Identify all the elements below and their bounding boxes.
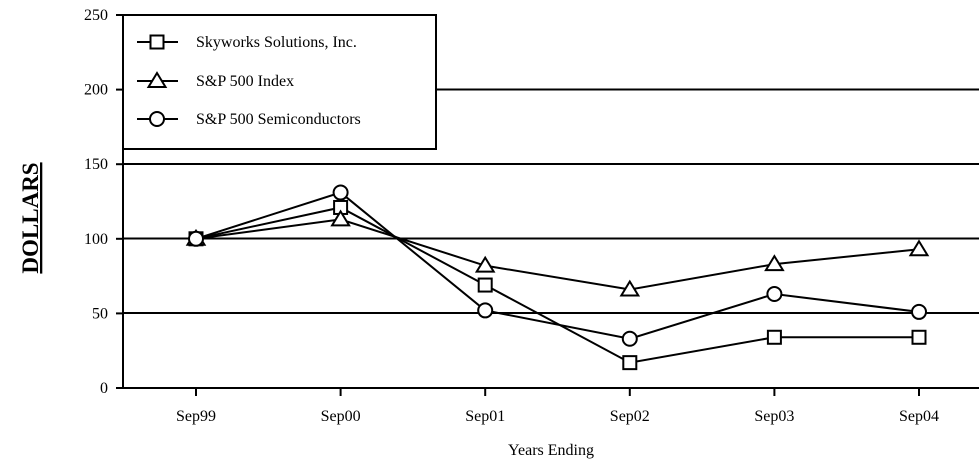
series-line-square — [195, 206, 919, 364]
x-tick-label: Sep01 — [465, 408, 505, 425]
data-point-circle — [477, 302, 494, 319]
x-tick-label: Sep04 — [899, 408, 939, 425]
y-tick-label: 250 — [84, 7, 108, 24]
data-point-circle — [332, 184, 349, 201]
legend-label: S&P 500 Index — [196, 73, 294, 90]
legend-label: S&P 500 Semiconductors — [196, 111, 361, 128]
data-point-square — [477, 277, 493, 293]
data-point-triangle — [474, 255, 496, 273]
data-point-circle — [766, 286, 783, 303]
x-tick-label: Sep02 — [610, 408, 650, 425]
legend-label: Skyworks Solutions, Inc. — [196, 34, 357, 51]
y-tick-label: 100 — [84, 231, 108, 248]
data-point-triangle — [330, 209, 351, 227]
y-tick-label: 50 — [92, 305, 108, 322]
data-point-circle — [911, 303, 927, 320]
data-point-square — [911, 329, 927, 345]
y-tick-label: 150 — [84, 156, 108, 173]
y-axis-label: DOLLARS — [18, 162, 43, 273]
data-point-triangle — [619, 279, 641, 297]
x-tick-label: Sep00 — [321, 408, 361, 425]
y-tick-label: 0 — [100, 380, 108, 397]
series-line-triangle — [195, 218, 920, 291]
legend-circle-icon — [149, 111, 165, 127]
legend-triangle-icon — [146, 71, 168, 88]
data-point-circle — [621, 330, 638, 347]
y-tick-label: 200 — [84, 82, 108, 99]
data-point-circle — [188, 230, 204, 247]
data-point-square — [622, 355, 638, 371]
data-point-triangle — [908, 239, 930, 257]
legend: Skyworks Solutions, Inc. S&P 500 Index S&P… — [122, 14, 437, 150]
data-point-square — [766, 329, 782, 345]
x-axis-label: Years Ending — [508, 442, 594, 459]
x-tick-label: Sep03 — [754, 408, 794, 425]
x-tick-label: Sep99 — [176, 408, 216, 425]
legend-square-icon — [149, 34, 165, 50]
series-line-circle — [195, 191, 920, 340]
data-point-triangle — [764, 254, 785, 272]
